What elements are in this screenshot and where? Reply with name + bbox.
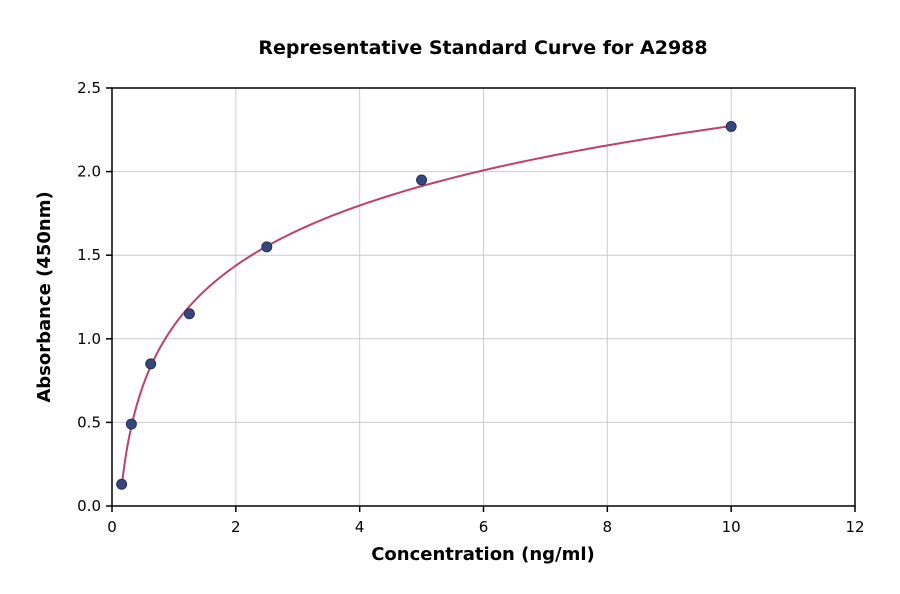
x-tick-label: 8 [603, 518, 613, 536]
y-tick-label: 1.5 [77, 246, 101, 264]
data-point [725, 120, 737, 132]
data-point [125, 418, 137, 430]
x-axis-label: Concentration (ng/ml) [371, 544, 595, 565]
plot-frame [111, 87, 856, 507]
tick-layer: 0 2 4 6 8 10 12 0.0 0.5 1.0 1.5 2.0 2.5 [77, 79, 864, 536]
x-tick-label: 2 [231, 518, 241, 536]
y-tick-label: 2.0 [77, 163, 101, 181]
grid-layer [111, 87, 856, 507]
data-point [116, 478, 128, 490]
data-point [145, 358, 157, 370]
y-tick-label: 2.5 [77, 79, 101, 97]
y-axis-label: Absorbance (450nm) [34, 191, 55, 402]
x-tick-label: 4 [355, 518, 365, 536]
x-tick-label: 0 [107, 518, 117, 536]
data-point [261, 241, 273, 253]
chart-title: Representative Standard Curve for A2988 [258, 37, 707, 59]
data-point [183, 308, 195, 320]
y-tick-label: 0.5 [77, 413, 101, 431]
data-point-layer [116, 120, 737, 490]
data-point [416, 174, 428, 186]
x-tick-label: 6 [479, 518, 489, 536]
y-tick-label: 1.0 [77, 330, 101, 348]
x-tick-label: 12 [845, 518, 864, 536]
y-tick-label: 0.0 [77, 497, 101, 515]
x-tick-label: 10 [722, 518, 741, 536]
